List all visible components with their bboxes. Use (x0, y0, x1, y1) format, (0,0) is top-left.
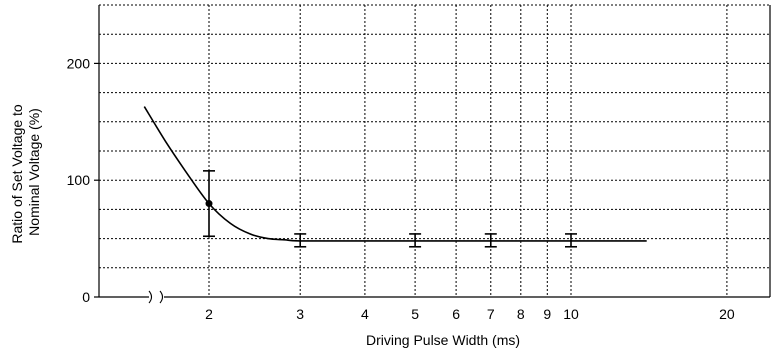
x-tick-label: 10 (563, 306, 579, 322)
y-tick-label: 100 (67, 172, 91, 188)
x-tick-label: 4 (361, 306, 369, 322)
x-axis-label: Driving Pulse Width (ms) (366, 332, 520, 348)
x-tick-label: 20 (719, 306, 735, 322)
x-tick-labels: 2 3 4 5 6 7 8 9 10 20 (205, 306, 735, 322)
x-tick-label: 7 (487, 306, 495, 322)
axis-break-mark (148, 290, 153, 304)
x-tick-label: 9 (543, 306, 551, 322)
y-axis-label-line-2: Nominal Voltage (%) (26, 108, 42, 236)
grid (99, 4, 770, 297)
x-tick-label: 6 (452, 306, 460, 322)
axes (94, 5, 771, 304)
y-axis-label: Ratio of Set Voltage to Nominal Voltage … (9, 100, 42, 243)
y-axis-label-line-1: Ratio of Set Voltage to (9, 104, 25, 244)
x-tick-label: 3 (296, 306, 304, 322)
x-tick-label: 8 (517, 306, 525, 322)
y-tick-labels: 0 100 200 (67, 55, 91, 305)
x-tick-label: 2 (205, 306, 213, 322)
x-tick-label: 5 (411, 306, 419, 322)
y-tick-label: 0 (82, 289, 90, 305)
error-bars (203, 170, 577, 248)
axis-break-mark (159, 290, 164, 304)
y-tick-label: 200 (67, 55, 91, 71)
